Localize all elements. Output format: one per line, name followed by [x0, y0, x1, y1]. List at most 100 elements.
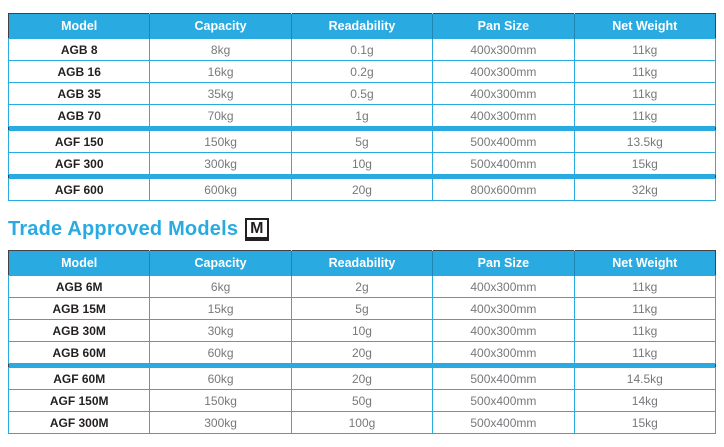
table-row: AGF 150 150kg 5g 500x400mm 13.5kg — [7, 130, 717, 153]
value-cell: 400x300mm — [432, 297, 575, 320]
header-cell: Pan Size — [432, 13, 575, 39]
table-header: Model Capacity Readability Pan Size Net Weig… — [8, 13, 716, 39]
table-row: AGF 300M 300kg 100g 500x400mm 15kg — [7, 411, 717, 434]
model-cell: AGF 300 — [7, 152, 151, 175]
header-cell: Readability — [290, 13, 433, 39]
value-cell: 11kg — [573, 297, 717, 320]
table-row: AGB 30M 30kg 10g 400x300mm 11kg — [7, 319, 717, 342]
standard-models-table: Model Capacity Readability Pan Size Net Weig… — [7, 13, 717, 201]
value-cell: 60kg — [149, 367, 292, 390]
value-cell: 13.5kg — [573, 130, 717, 153]
value-cell: 15kg — [573, 152, 717, 175]
model-cell: AGB 8 — [7, 38, 151, 61]
value-cell: 11kg — [573, 104, 717, 127]
value-cell: 400x300mm — [432, 104, 575, 127]
value-cell: 5g — [290, 297, 434, 320]
header-cell: Net Weight — [573, 250, 716, 276]
model-cell: AGB 15M — [7, 297, 151, 320]
table-row: AGF 600 600kg 20g 800x600mm 32kg — [7, 178, 717, 201]
value-cell: 100g — [290, 411, 434, 434]
value-cell: 11kg — [573, 319, 717, 342]
value-cell: 15kg — [149, 297, 292, 320]
value-cell: 20g — [290, 341, 434, 364]
value-cell: 16kg — [149, 60, 292, 83]
value-cell: 32kg — [573, 178, 717, 201]
model-cell: AGF 300M — [7, 411, 151, 434]
model-cell: AGB 6M — [7, 275, 151, 298]
table-row: AGB 6M 6kg 2g 400x300mm 11kg — [7, 275, 717, 298]
value-cell: 0.5g — [290, 82, 434, 105]
value-cell: 400x300mm — [432, 38, 575, 61]
value-cell: 400x300mm — [432, 60, 575, 83]
value-cell: 11kg — [573, 60, 717, 83]
value-cell: 300kg — [149, 152, 292, 175]
value-cell: 400x300mm — [432, 275, 575, 298]
value-cell: 300kg — [149, 411, 292, 434]
value-cell: 35kg — [149, 82, 292, 105]
value-cell: 2g — [290, 275, 434, 298]
model-cell: AGF 150M — [7, 389, 151, 412]
value-cell: 14kg — [573, 389, 717, 412]
model-cell: AGB 35 — [7, 82, 151, 105]
table-row: AGB 15M 15kg 5g 400x300mm 11kg — [7, 297, 717, 320]
value-cell: 70kg — [149, 104, 292, 127]
table-row: AGB 70 70kg 1g 400x300mm 11kg — [7, 104, 717, 127]
header-cell: Pan Size — [432, 250, 575, 276]
value-cell: 400x300mm — [432, 319, 575, 342]
model-cell: AGB 70 — [7, 104, 151, 127]
value-cell: 500x400mm — [432, 130, 575, 153]
value-cell: 10g — [290, 152, 434, 175]
header-row: Model Capacity Readability Pan Size Net Weig… — [8, 13, 716, 39]
model-cell: AGB 30M — [7, 319, 151, 342]
table-row: AGF 60M 60kg 20g 500x400mm 14.5kg — [7, 367, 717, 390]
value-cell: 800x600mm — [432, 178, 575, 201]
table-row: AGB 60M 60kg 20g 400x300mm 11kg — [7, 341, 717, 364]
header-row: Model Capacity Readability Pan Size Net Weig… — [8, 250, 716, 276]
header-cell: Model — [8, 250, 150, 276]
value-cell: 5g — [290, 130, 434, 153]
spec-sheet-page: Model Capacity Readability Pan Size Net Weig… — [0, 13, 724, 447]
table-row: AGB 8 8kg 0.1g 400x300mm 11kg — [7, 38, 717, 61]
value-cell: 30kg — [149, 319, 292, 342]
model-cell: AGF 150 — [7, 130, 151, 153]
group-separator — [8, 363, 716, 368]
value-cell: 150kg — [149, 130, 292, 153]
section-heading-text: Trade Approved Models — [8, 218, 239, 240]
group-separator — [8, 126, 716, 131]
table-body: AGB 8 8kg 0.1g 400x300mm 11kg AGB 16 16kg 0.2g 4… — [7, 38, 717, 201]
value-cell: 0.2g — [290, 60, 434, 83]
table-row: AGF 150M 150kg 50g 500x400mm 14kg — [7, 389, 717, 412]
header-cell: Readability — [290, 250, 433, 276]
model-cell: AGF 60M — [7, 367, 151, 390]
value-cell: 11kg — [573, 38, 717, 61]
value-cell: 400x300mm — [432, 341, 575, 364]
group-separator — [8, 174, 716, 179]
section-heading: Trade Approved Models M — [8, 218, 724, 241]
table-header: Model Capacity Readability Pan Size Net Weig… — [8, 250, 716, 276]
header-cell: Capacity — [149, 13, 292, 39]
value-cell: 20g — [290, 178, 434, 201]
value-cell: 60kg — [149, 341, 292, 364]
value-cell: 11kg — [573, 82, 717, 105]
table-row: AGF 300 300kg 10g 500x400mm 15kg — [7, 152, 717, 175]
header-cell: Net Weight — [573, 13, 716, 39]
value-cell: 8kg — [149, 38, 292, 61]
model-cell: AGB 16 — [7, 60, 151, 83]
value-cell: 1g — [290, 104, 434, 127]
value-cell: 150kg — [149, 389, 292, 412]
table-row: AGB 16 16kg 0.2g 400x300mm 11kg — [7, 60, 717, 83]
value-cell: 14.5kg — [573, 367, 717, 390]
value-cell: 600kg — [149, 178, 292, 201]
value-cell: 500x400mm — [432, 389, 575, 412]
value-cell: 500x400mm — [432, 367, 575, 390]
value-cell: 500x400mm — [432, 411, 575, 434]
value-cell: 6kg — [149, 275, 292, 298]
header-cell: Capacity — [149, 250, 292, 276]
header-cell: Model — [8, 13, 150, 39]
table-row: AGB 35 35kg 0.5g 400x300mm 11kg — [7, 82, 717, 105]
model-cell: AGF 600 — [7, 178, 151, 201]
trade-approved-m-symbol: M — [245, 218, 269, 241]
value-cell: 400x300mm — [432, 82, 575, 105]
value-cell: 10g — [290, 319, 434, 342]
table-body: AGB 6M 6kg 2g 400x300mm 11kg AGB 15M 15kg 5g 400… — [7, 275, 717, 434]
